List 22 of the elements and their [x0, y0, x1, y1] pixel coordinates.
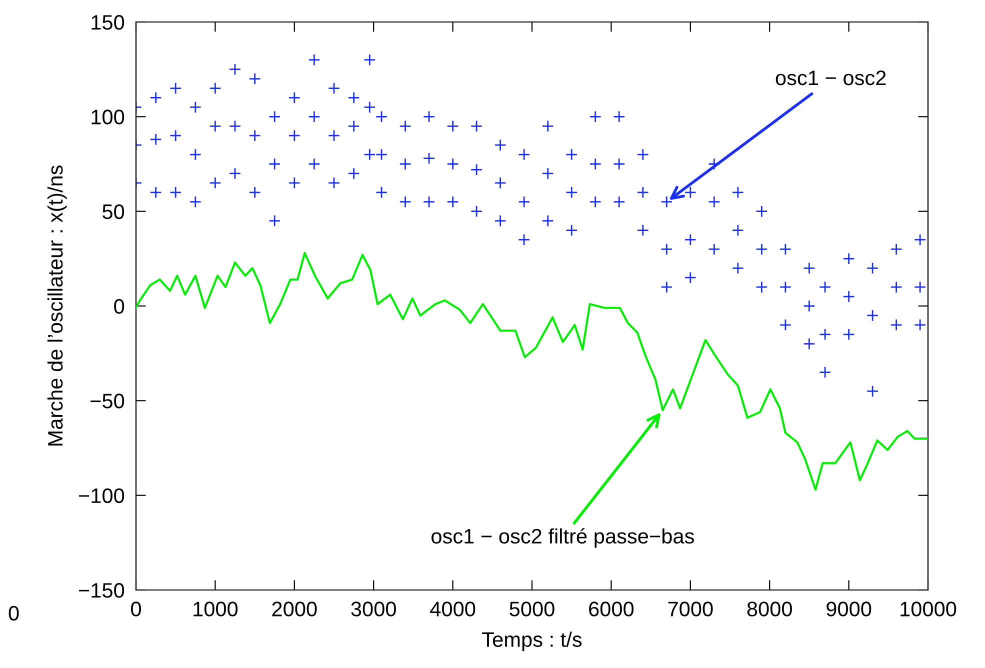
y-axis-title: Marche de l’oscillateur : x(t)/ns — [47, 165, 67, 446]
y-tick-label: −100 — [78, 488, 124, 504]
y-tick-label: 100 — [92, 110, 124, 124]
annotation: osc1 − osc2 filtré passe−bas — [432, 528, 694, 548]
y-tick-label: −50 — [90, 394, 124, 408]
x-tick-label: 8000 — [747, 602, 792, 616]
y-tick-label: 0 — [114, 299, 124, 314]
annotation: osc1 − osc2 — [776, 70, 886, 86]
x-tick-label: 1000 — [194, 602, 238, 616]
y-tick-label: 50 — [102, 204, 124, 220]
y-tick-label: −150 — [78, 583, 124, 598]
x-tick-label: 10000 — [900, 602, 956, 616]
x-tick-label: 2000 — [272, 602, 317, 616]
x-axis-title: Temps : t/s — [482, 632, 582, 652]
x-tick-label: 5000 — [510, 602, 554, 616]
x-tick-label: 6000 — [589, 602, 634, 616]
x-tick-label: 0 — [131, 602, 141, 616]
x-tick-label: 9000 — [826, 602, 872, 616]
x-tick-label: 4000 — [430, 602, 476, 616]
x-tick-label: 3000 — [351, 602, 396, 616]
x-tick-label: 7000 — [668, 602, 713, 616]
y-tick-label: 150 — [92, 15, 124, 30]
